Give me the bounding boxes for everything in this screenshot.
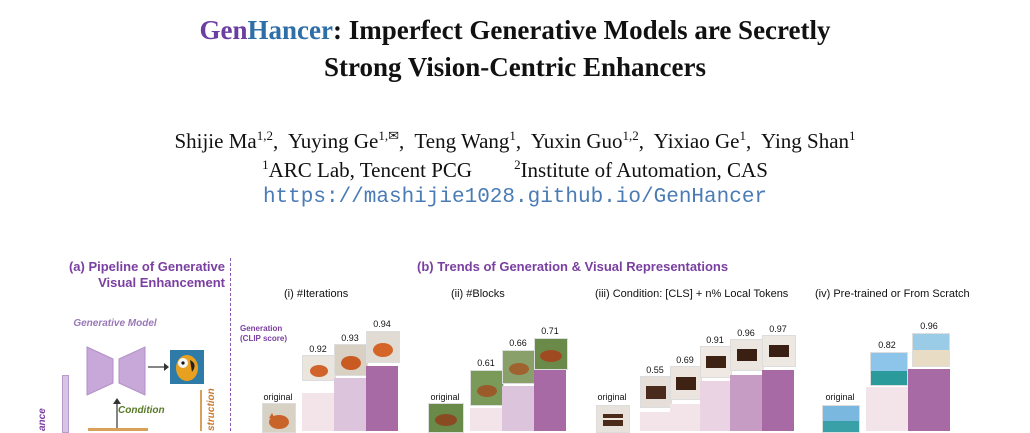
value-label: 0.69 — [676, 355, 694, 365]
author: Shijie Ma1,2 — [174, 128, 273, 153]
fox-image — [302, 355, 336, 381]
bar — [908, 369, 950, 431]
author: Yuying Ge1,✉ — [287, 128, 400, 153]
affiliation-1: ARC Lab, Tencent PCG — [268, 158, 473, 182]
subpanel-title-4: (iv) Pre-trained or From Scratch — [815, 288, 970, 300]
fox-image — [262, 403, 296, 433]
bar — [534, 370, 566, 431]
condition-bar — [88, 428, 148, 431]
author: Yixiao Ge1 — [653, 128, 746, 153]
value-label: 0.61 — [477, 358, 495, 368]
horse-image — [470, 370, 504, 406]
subpanel-title-1: (i) #Iterations — [284, 288, 349, 300]
bar — [334, 378, 366, 431]
value-label: 0.71 — [541, 326, 559, 336]
value-label: 0.96 — [920, 321, 938, 331]
panel-divider — [230, 258, 231, 431]
beach-image — [912, 333, 950, 367]
generative-model-label: Generative Model — [73, 318, 157, 329]
bar-original — [470, 408, 502, 431]
title-rest: : Imperfect Generative Models are Secret… — [332, 15, 831, 45]
fox-image — [334, 344, 368, 376]
author-list: Shijie Ma1,2, Yuying Ge1,✉, Teng Wang1, … — [174, 128, 856, 153]
cake-image — [762, 335, 796, 367]
original-label: original — [263, 392, 293, 402]
horse-image — [502, 350, 536, 384]
bar — [670, 404, 700, 431]
y-axis-label: Generation (CLIP score) — [240, 324, 287, 343]
horse-image — [534, 338, 568, 370]
beach-image — [822, 405, 860, 433]
parrot-image — [170, 350, 204, 384]
value-label: 0.96 — [737, 328, 755, 338]
arrow-up-icon — [113, 398, 121, 431]
panel-a-title: (a) Pipeline of Generative Visual Enhanc… — [68, 259, 225, 290]
value-label: 0.92 — [309, 344, 327, 354]
condition-label: Condition — [118, 405, 165, 416]
value-label: 0.97 — [769, 324, 787, 334]
arrow-right-icon — [148, 363, 169, 371]
cake-image — [596, 405, 630, 433]
cake-image — [670, 366, 702, 400]
value-label: 0.93 — [341, 333, 359, 343]
paper-title: GenHancer: Imperfect Generative Models a… — [0, 14, 1030, 46]
bar — [730, 375, 762, 431]
vertical-label-left: ance — [37, 408, 48, 431]
cake-image — [730, 339, 764, 371]
reconstruction-line — [200, 390, 202, 431]
title-hancer: Hancer — [247, 15, 333, 45]
bar — [502, 386, 534, 431]
value-label: 0.91 — [706, 335, 724, 345]
subpanel-title-2: (ii) #Blocks — [451, 288, 505, 300]
bar-original — [302, 393, 334, 431]
affiliations: 1ARC Lab, Tencent PCG 2Institute of Auto… — [262, 157, 768, 182]
paper-title-line2: Strong Vision-Centric Enhancers — [323, 52, 707, 82]
side-bar — [62, 375, 69, 433]
affiliation-2: Institute of Automation, CAS — [520, 158, 768, 182]
cake-image — [700, 346, 732, 378]
subpanel-title-3: (iii) Condition: [CLS] + n% Local Tokens — [595, 288, 789, 300]
author: Ying Shan1 — [760, 128, 856, 153]
panel-b-title: (b) Trends of Generation & Visual Repres… — [417, 259, 729, 274]
bar — [762, 370, 794, 431]
fox-image — [366, 331, 400, 363]
vertical-label-right: struction — [206, 388, 217, 431]
beach-image — [870, 352, 908, 386]
original-label: original — [597, 392, 627, 402]
value-label: 0.55 — [646, 365, 664, 375]
value-label: 0.94 — [373, 319, 391, 329]
author: Teng Wang1 — [414, 128, 516, 153]
original-label: original — [825, 392, 855, 402]
bar-original — [640, 412, 670, 431]
value-label: 0.66 — [509, 338, 527, 348]
author: Yuxin Guo1,2 — [530, 128, 639, 153]
value-label: 0.82 — [878, 340, 896, 350]
bar — [366, 366, 398, 431]
bar — [700, 381, 730, 431]
cake-image — [640, 376, 672, 408]
bar-original — [866, 387, 908, 431]
project-url[interactable]: https://mashijie1028.github.io/GenHancer — [262, 186, 768, 209]
original-label: original — [430, 392, 460, 402]
title-gen: Gen — [199, 15, 248, 45]
horse-image — [428, 403, 464, 433]
generative-model-icon — [86, 346, 146, 396]
